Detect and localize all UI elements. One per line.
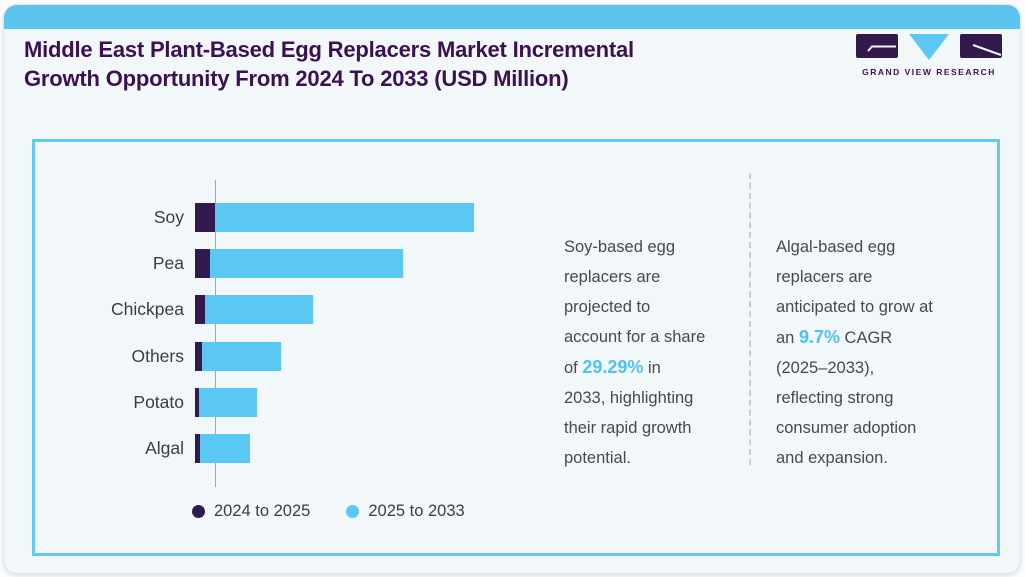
gvr-r-mark-icon bbox=[960, 34, 1002, 63]
bar-segment-2025-to-2033 bbox=[202, 341, 281, 371]
bar-segment-2025-to-2033 bbox=[199, 387, 257, 417]
bar-track bbox=[195, 387, 257, 417]
bar-row: Pea bbox=[55, 249, 535, 279]
bar-row: Potato bbox=[55, 387, 535, 417]
bar-segment-2024-to-2025 bbox=[195, 341, 202, 371]
infographic-page: Middle East Plant-Based Egg Replacers Ma… bbox=[4, 5, 1020, 573]
bar-row: Others bbox=[55, 341, 535, 371]
algal-insight-before: Algal-based egg replacers are anticipate… bbox=[776, 238, 933, 347]
soy-share-highlight: 29.29% bbox=[582, 357, 644, 377]
legend-dot-icon bbox=[192, 505, 205, 518]
soy-insight-after: in 2033, highlighting their rapid growth… bbox=[564, 359, 694, 467]
bar-track bbox=[195, 249, 403, 279]
bar-segment-2025-to-2033 bbox=[210, 249, 403, 279]
page-title: Middle East Plant-Based Egg Replacers Ma… bbox=[24, 37, 634, 91]
gvr-logo-marks bbox=[856, 34, 1002, 60]
bar-track bbox=[195, 341, 281, 371]
bar-segment-2025-to-2033 bbox=[200, 433, 250, 463]
gvr-logo-text: GRAND VIEW RESEARCH bbox=[862, 67, 996, 77]
legend-item: 2025 to 2033 bbox=[346, 502, 465, 521]
bar-track bbox=[195, 295, 313, 325]
category-label: Pea bbox=[152, 253, 184, 274]
soy-insight-text: Soy-based egg replacers are projected to… bbox=[564, 202, 744, 473]
chart-legend: 2024 to 2025 2025 to 2033 bbox=[192, 502, 465, 521]
bar-segment-2024-to-2025 bbox=[195, 387, 199, 417]
bar-segment-2025-to-2033 bbox=[205, 295, 313, 325]
category-label: Soy bbox=[153, 207, 184, 227]
algal-cagr-highlight: 9.7% bbox=[798, 327, 840, 347]
chart-card: Soy Pea Chickpea Others Potato Algal 2024 to … bbox=[32, 139, 1000, 556]
legend-label: 2025 to 2033 bbox=[368, 502, 465, 520]
bar-segment-2024-to-2025 bbox=[195, 249, 210, 279]
legend-label: 2024 to 2025 bbox=[214, 502, 311, 520]
bar-segment-2024-to-2025 bbox=[195, 433, 200, 463]
bar-chart: Soy Pea Chickpea Others Potato Algal bbox=[55, 180, 535, 487]
bar-row: Algal bbox=[55, 433, 535, 463]
bar-track bbox=[195, 203, 474, 232]
gvr-logo: GRAND VIEW RESEARCH bbox=[856, 34, 1002, 77]
gvr-g-mark-icon bbox=[856, 34, 898, 63]
category-label: Chickpea bbox=[111, 299, 184, 320]
algal-insight-after: CAGR (2025–2033), reflecting strong cons… bbox=[776, 329, 917, 467]
category-label: Potato bbox=[133, 391, 184, 412]
category-label: Algal bbox=[145, 437, 184, 458]
bar-segment-2025-to-2033 bbox=[215, 203, 474, 232]
legend-dot-icon bbox=[346, 505, 360, 518]
algal-insight-text: Algal-based egg replacers are anticipate… bbox=[776, 202, 984, 473]
bar-rows: Soy Pea Chickpea Others Potato Algal bbox=[55, 203, 535, 463]
category-label: Others bbox=[131, 345, 184, 366]
bar-row: Chickpea bbox=[55, 295, 535, 325]
bar-segment-2024-to-2025 bbox=[195, 295, 205, 325]
bar-track bbox=[195, 433, 250, 463]
y-axis-line bbox=[215, 180, 216, 487]
bar-segment-2024-to-2025 bbox=[195, 203, 215, 232]
legend-item: 2024 to 2025 bbox=[192, 502, 310, 521]
dashed-divider bbox=[749, 173, 751, 465]
bar-row: Soy bbox=[55, 203, 535, 232]
gvr-v-mark-icon bbox=[909, 34, 949, 65]
top-accent-bar bbox=[4, 5, 1020, 29]
soy-insight-before: Soy-based egg replacers are projected to… bbox=[564, 238, 706, 377]
